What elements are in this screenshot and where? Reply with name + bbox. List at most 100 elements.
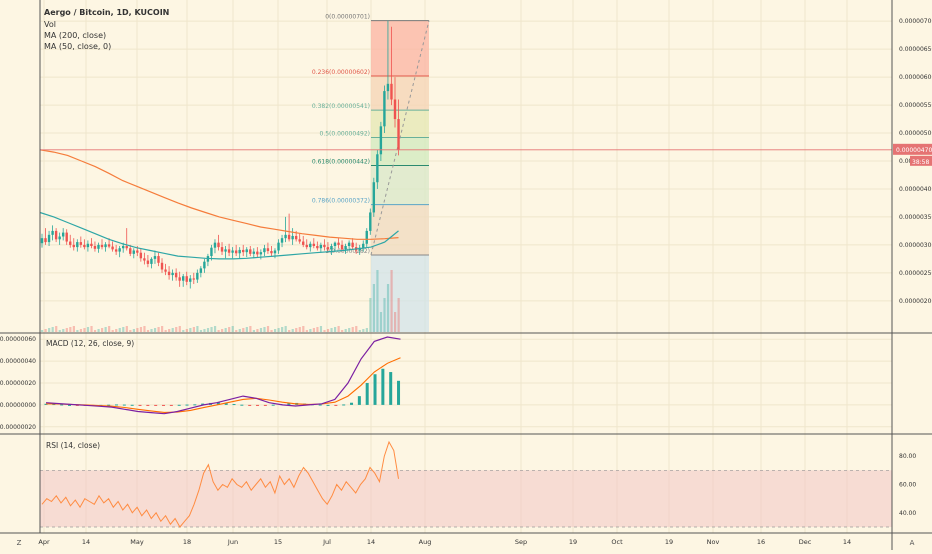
rsi-title[interactable]: RSI (14, close) <box>46 441 100 450</box>
macd-histogram-bar <box>185 404 189 406</box>
time-tick-label: Aug <box>419 538 432 546</box>
volume-bar <box>390 270 393 332</box>
candle-body <box>139 252 143 259</box>
candle-body <box>217 242 220 248</box>
candle-body <box>277 242 280 251</box>
candle-body <box>129 248 132 254</box>
candle-body <box>171 272 174 276</box>
time-tick-label: Jul <box>322 538 331 546</box>
candle-body <box>220 247 224 252</box>
time-tick-label: 14 <box>82 538 90 546</box>
macd-tick-label: 0.00000000 <box>0 402 36 409</box>
candle-body <box>65 232 68 242</box>
volume-bar <box>372 284 376 332</box>
countdown-badge <box>910 155 932 166</box>
countdown-label: 38:58 <box>912 159 929 166</box>
macd-tick-label: 0.00000020 <box>0 380 36 387</box>
volume-bar <box>319 326 323 332</box>
rsi-tick-label: 80.00 <box>899 453 916 460</box>
indicator-vol[interactable]: Vol <box>44 20 56 29</box>
volume-bar <box>210 327 213 332</box>
macd-histogram-bar <box>342 404 346 406</box>
macd-histogram-bar <box>68 404 72 406</box>
volume-bar <box>136 328 139 332</box>
indicator-ma200[interactable]: MA (200, close) <box>44 31 106 40</box>
time-tick-label: Nov <box>707 538 720 546</box>
candlesticks <box>40 20 400 289</box>
legends: Aergo / Bitcoin, 1D, KUCOIN Vol MA (200,… <box>44 8 169 450</box>
fib-level-label: 0.236(0.00000602) <box>312 69 370 76</box>
candle-body <box>157 256 160 263</box>
candle-body <box>224 249 227 252</box>
price-tick-label: 0.00000650 <box>899 46 932 53</box>
candle-body <box>273 250 277 254</box>
candle-body <box>245 249 248 253</box>
price-tick-label: 0.00000400 <box>899 186 932 193</box>
volume-bar <box>316 327 319 332</box>
candle-body <box>372 182 376 213</box>
auto-scale-button[interactable]: A <box>910 539 915 547</box>
macd-histogram-bar <box>365 383 369 405</box>
macd-histogram-bar <box>373 374 377 405</box>
candle-body <box>369 212 372 231</box>
candle-body <box>365 230 368 244</box>
moving-averages <box>39 149 892 260</box>
candle-body <box>93 246 97 249</box>
candle-body <box>160 262 164 270</box>
volume-bar <box>171 328 174 332</box>
macd-histogram-bar <box>193 404 197 406</box>
macd-histogram-bar <box>52 404 56 406</box>
price-tick-label: 0.00000300 <box>899 242 932 249</box>
candle-body <box>178 277 181 281</box>
candle-body <box>100 244 104 248</box>
volume-bar <box>48 328 51 332</box>
volume-bar <box>86 327 90 332</box>
volume-bar <box>344 329 347 332</box>
candle-body <box>280 238 284 243</box>
candle-body <box>136 250 139 253</box>
candle-body <box>213 242 217 248</box>
macd-histogram-bar <box>232 404 236 406</box>
candle-body <box>79 242 83 245</box>
volume-bar <box>249 326 252 332</box>
price-tick-label: 0.00000700 <box>899 18 932 25</box>
price-tick-label: 0.00000250 <box>899 270 932 277</box>
time-tick-label: May <box>130 538 144 546</box>
candle-body <box>386 83 390 92</box>
candle-body <box>263 248 266 253</box>
macd-pane: 0.00000060 0.00000040 0.00000020 0.00000000… <box>0 336 892 431</box>
volume-bar <box>397 298 400 332</box>
volume-bar <box>295 328 298 332</box>
symbol-title[interactable]: Aergo / Bitcoin, 1D, KUCOIN <box>44 8 169 17</box>
volume-bar <box>358 330 361 332</box>
candle-body <box>344 246 347 250</box>
rsi-tick-label: 40.00 <box>899 510 916 517</box>
price-tick-label: 0.00000200 <box>899 298 932 305</box>
candle-body <box>284 234 287 239</box>
volume-bar <box>238 329 241 332</box>
candle-body <box>390 83 393 100</box>
candle-body <box>97 244 100 249</box>
volume-bar <box>118 328 121 332</box>
volume-bar <box>337 326 340 332</box>
indicator-ma50[interactable]: MA (50, close, 0) <box>44 42 111 51</box>
candle-body <box>114 249 118 252</box>
price-tick-label: 0.00000550 <box>899 102 932 109</box>
volume-bar <box>90 326 93 332</box>
candle-body <box>61 232 65 237</box>
candle-body <box>90 243 93 247</box>
volume-bar <box>164 330 167 332</box>
macd-title[interactable]: MACD (12, 26, close, 9) <box>46 339 134 348</box>
volume-bar <box>185 329 188 332</box>
macd-histogram-bar <box>216 402 220 405</box>
volume-bar <box>302 326 305 332</box>
fib-level-label: 1(0.00000282) <box>325 248 370 255</box>
zoom-button[interactable]: Z <box>17 539 22 547</box>
volume-bar <box>305 330 308 332</box>
candle-body <box>305 244 308 248</box>
fib-zone <box>371 165 429 205</box>
volume-bar <box>333 327 337 332</box>
volume-bar <box>365 328 368 332</box>
candle-body <box>111 246 114 250</box>
